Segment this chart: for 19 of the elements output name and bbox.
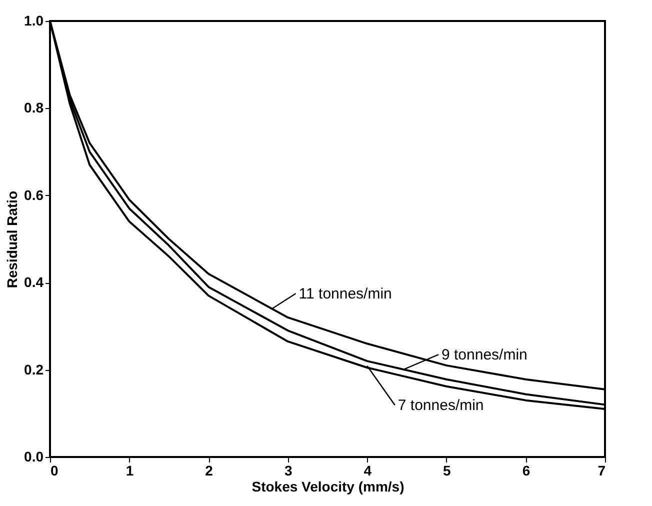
y-tick-label: 0.8 — [24, 100, 44, 116]
annotation: 9 tonnes/min — [442, 346, 528, 364]
x-tick-label: 4 — [364, 462, 372, 478]
x-tick-label: 3 — [284, 462, 292, 478]
x-tick-label: 5 — [443, 462, 452, 478]
y-tick-label: 0.2 — [24, 361, 44, 378]
y-tick-label: 0.6 — [24, 186, 44, 203]
x-tick-label: 0 — [50, 462, 58, 478]
y-tick-label: 1.0 — [24, 12, 44, 28]
y-tick-label: 0.4 — [24, 274, 44, 290]
y-axis-title: Residual Ratio — [4, 190, 20, 288]
x-tick-label: 6 — [522, 462, 530, 478]
x-tick-label: 1 — [126, 462, 134, 478]
x-tick-label: 2 — [205, 462, 214, 478]
annotation: 7 tonnes/min — [398, 397, 484, 414]
x-tick-label: 7 — [598, 462, 606, 478]
annotation: 11 tonnes/min — [298, 286, 392, 302]
y-tick-label: 0.0 — [24, 448, 44, 464]
x-axis-title: Stokes Velocity (mm/s) — [252, 478, 404, 494]
